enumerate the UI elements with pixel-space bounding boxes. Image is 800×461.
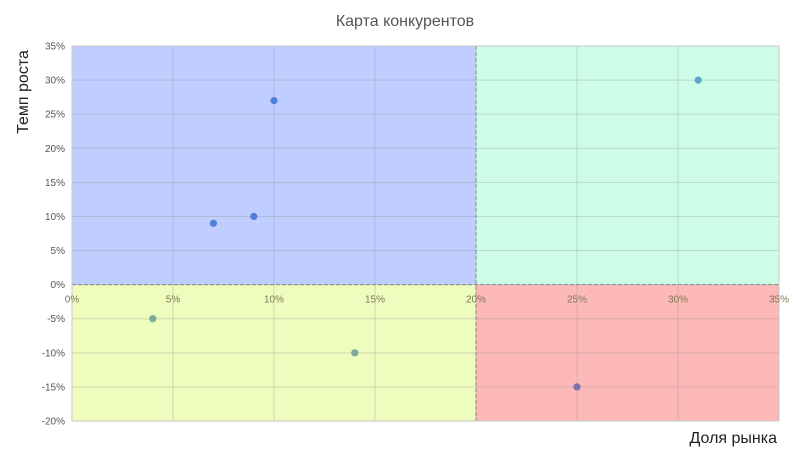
- y-tick-label-4: 15%: [45, 178, 65, 189]
- y-tick-label-9: -10%: [42, 348, 65, 359]
- data-point-2: [209, 219, 217, 227]
- y-tick-label-1: 30%: [45, 76, 65, 87]
- data-points: [149, 76, 702, 391]
- y-axis-title: Темп роста: [15, 50, 32, 134]
- y-tick-label-8: -5%: [47, 314, 65, 325]
- y-tick-label-5: 10%: [45, 212, 65, 223]
- x-tick-label-5: 25%: [567, 295, 587, 306]
- quadrant-bottom-left: [72, 284, 476, 421]
- x-axis-ticks: 0% 5% 10% 15% 20% 25% 30% 35%: [65, 295, 789, 306]
- y-axis-ticks: 35% 30% 25% 20% 15% 10% 5% 0% -5% -10% -15% -20%: [42, 42, 65, 428]
- data-point-4: [149, 315, 157, 323]
- y-tick-label-3: 20%: [45, 144, 65, 155]
- x-axis-title: Доля рынка: [690, 430, 778, 447]
- x-tick-label-3: 15%: [365, 295, 385, 306]
- y-tick-label-2: 25%: [45, 110, 65, 121]
- y-tick-label-0: 35%: [45, 42, 65, 53]
- x-tick-label-1: 5%: [166, 295, 181, 306]
- data-point-6: [573, 383, 581, 391]
- y-tick-label-6: 5%: [51, 246, 66, 257]
- y-tick-label-11: -20%: [42, 417, 65, 428]
- y-tick-label-7: 0%: [51, 280, 66, 291]
- x-tick-label-2: 10%: [264, 295, 284, 306]
- plot-area: [71, 45, 780, 422]
- chart-title: Карта конкурентов: [336, 13, 474, 30]
- x-tick-label-0: 0%: [65, 295, 80, 306]
- quadrant-bottom-right: [476, 284, 779, 421]
- x-tick-label-4: 20%: [466, 295, 486, 306]
- quadrant-top-left: [72, 46, 476, 285]
- data-point-0: [270, 96, 278, 105]
- y-tick-label-10: -15%: [42, 382, 65, 393]
- x-tick-label-7: 35%: [769, 295, 789, 306]
- data-point-5: [351, 349, 359, 357]
- data-point-3: [694, 76, 702, 84]
- plot-border: [71, 45, 780, 422]
- x-tick-label-6: 30%: [668, 295, 688, 306]
- quadrant-top-right: [476, 46, 779, 285]
- data-point-1: [250, 212, 258, 221]
